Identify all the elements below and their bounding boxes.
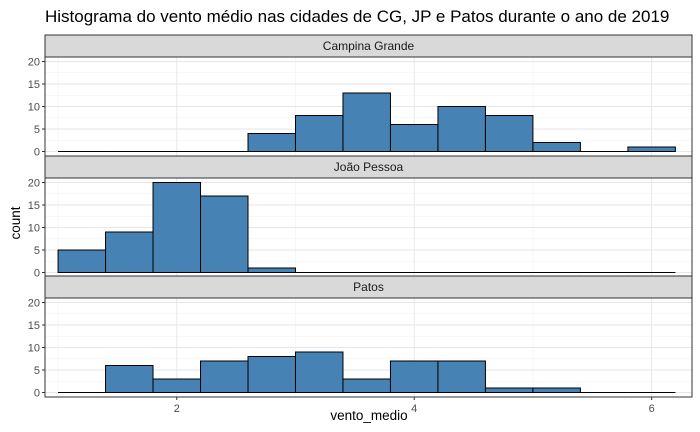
histogram-bar — [105, 365, 154, 393]
histogram-bar — [342, 378, 391, 393]
histogram-bar — [152, 182, 202, 273]
histogram-bar — [247, 356, 296, 393]
histogram-bar — [389, 124, 439, 152]
y-tick-label: 10 — [28, 102, 40, 114]
chart-title: Histograma do vento médio nas cidades de… — [45, 7, 669, 26]
facet-strip-label: Campina Grande — [323, 39, 415, 53]
histogram-bar — [484, 115, 534, 152]
y-tick-label: 15 — [28, 79, 40, 91]
histogram-bar — [437, 106, 486, 152]
panel-campina-grande: Campina Grande 0 5 10 15 20 — [28, 34, 693, 159]
x-axis-label: vento_medio — [330, 408, 407, 423]
panel-joao-pessoa: João Pessoa 0 5 10 15 20 — [28, 155, 693, 280]
histogram-bar — [57, 249, 107, 273]
facet-strip-label: João Pessoa — [334, 160, 404, 174]
y-tick-label: 20 — [28, 178, 40, 190]
histogram-bar — [627, 146, 676, 152]
y-tick-label: 5 — [34, 365, 40, 377]
histogram-bar — [532, 387, 581, 393]
y-tick-label: 15 — [28, 200, 40, 212]
y-tick-label: 5 — [34, 124, 40, 136]
histogram-bar — [152, 378, 202, 393]
histogram-bar — [532, 142, 581, 152]
x-tick-label: 2 — [174, 403, 180, 415]
histogram-bar — [294, 351, 344, 393]
y-tick-label: 0 — [34, 147, 40, 159]
y-axis-label: count — [8, 206, 23, 239]
histogram-bar — [200, 195, 249, 273]
y-tick-label: 10 — [28, 223, 40, 235]
y-tick-label: 0 — [34, 388, 40, 400]
y-tick-label: 15 — [28, 320, 40, 332]
y-tick-label: 20 — [28, 298, 40, 310]
histogram-bar — [105, 231, 154, 273]
panel-patos: Patos 0 5 10 15 20 2 4 6 — [28, 275, 693, 415]
histogram-bar — [484, 387, 534, 393]
x-tick-label: 6 — [649, 403, 655, 415]
histogram-bar — [247, 133, 296, 152]
histogram-bar — [389, 360, 439, 393]
y-tick-label: 5 — [34, 245, 40, 257]
histogram-bar — [294, 115, 344, 152]
histogram-bar — [437, 360, 486, 393]
y-tick-label: 0 — [34, 268, 40, 280]
histogram-bar — [247, 267, 296, 273]
histogram-bar — [342, 92, 391, 152]
y-tick-label: 10 — [28, 343, 40, 355]
x-tick-label: 4 — [411, 403, 417, 415]
facet-strip-label: Patos — [353, 280, 384, 294]
histogram-bar — [200, 360, 249, 393]
y-tick-label: 20 — [28, 57, 40, 69]
